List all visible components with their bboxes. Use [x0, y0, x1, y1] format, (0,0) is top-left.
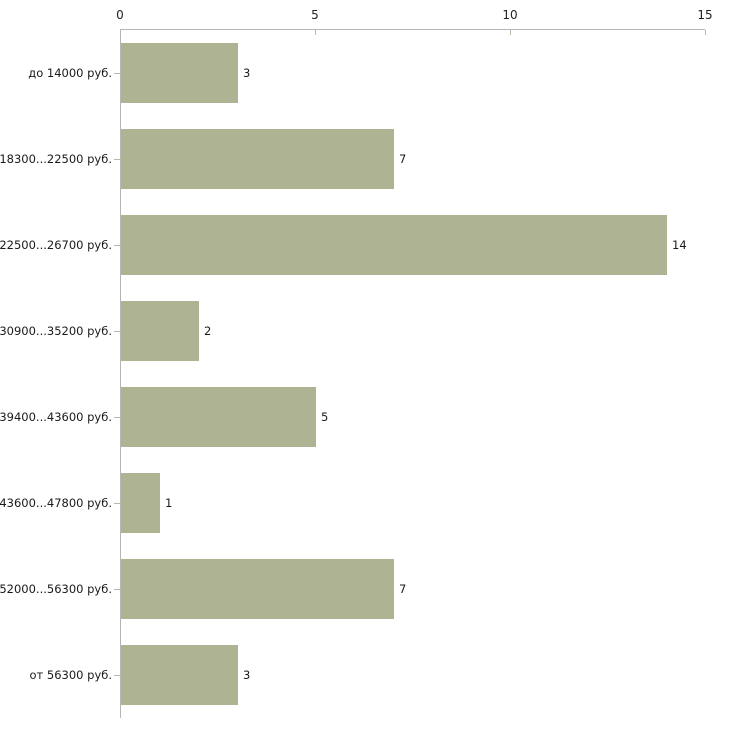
y-axis-category-label: 52000...56300 руб. — [0, 582, 112, 596]
bar — [121, 43, 238, 103]
bar — [121, 215, 667, 275]
bar — [121, 387, 316, 447]
y-axis-tick — [114, 503, 120, 504]
y-axis-tick — [114, 159, 120, 160]
y-axis-category-label: до 14000 руб. — [28, 66, 112, 80]
x-axis-tick — [509, 30, 511, 35]
bar — [121, 301, 199, 361]
bar — [121, 645, 238, 705]
x-axis-tick-label: 15 — [697, 8, 713, 22]
x-axis-tick-label: 10 — [502, 8, 518, 22]
y-axis-tick — [114, 331, 120, 332]
bar-value-label: 7 — [399, 582, 407, 596]
x-axis-line — [120, 29, 705, 30]
y-axis-category-label: 30900...35200 руб. — [0, 324, 112, 338]
x-axis-tick-label: 5 — [311, 8, 319, 22]
y-axis-category-labels: до 14000 руб. 18300...22500 руб. 22500...2… — [0, 0, 112, 730]
x-axis-tick-label: 0 — [116, 8, 124, 22]
y-axis-category-label: 43600...47800 руб. — [0, 496, 112, 510]
bar-value-label: 3 — [243, 668, 251, 682]
bar-value-label: 5 — [321, 410, 329, 424]
x-axis-tick — [314, 30, 316, 35]
y-axis-category-label: 39400...43600 руб. — [0, 410, 112, 424]
bar-value-label: 2 — [204, 324, 212, 338]
bar — [121, 473, 160, 533]
bar-value-label: 3 — [243, 66, 251, 80]
y-axis-category-label: 18300...22500 руб. — [0, 152, 112, 166]
y-axis-category-label: 22500...26700 руб. — [0, 238, 112, 252]
bar — [121, 559, 394, 619]
bar — [121, 129, 394, 189]
bar-value-label: 1 — [165, 496, 173, 510]
plot-area — [120, 30, 705, 718]
y-axis-tick — [114, 245, 120, 246]
y-axis-tick — [114, 589, 120, 590]
bar-value-label: 14 — [672, 238, 687, 252]
y-axis-line — [120, 30, 121, 718]
y-axis-tick — [114, 417, 120, 418]
y-axis-category-label: от 56300 руб. — [29, 668, 112, 682]
bar-value-label: 7 — [399, 152, 407, 166]
x-axis-tick — [704, 30, 706, 35]
y-axis-tick — [114, 73, 120, 74]
y-axis-tick — [114, 675, 120, 676]
